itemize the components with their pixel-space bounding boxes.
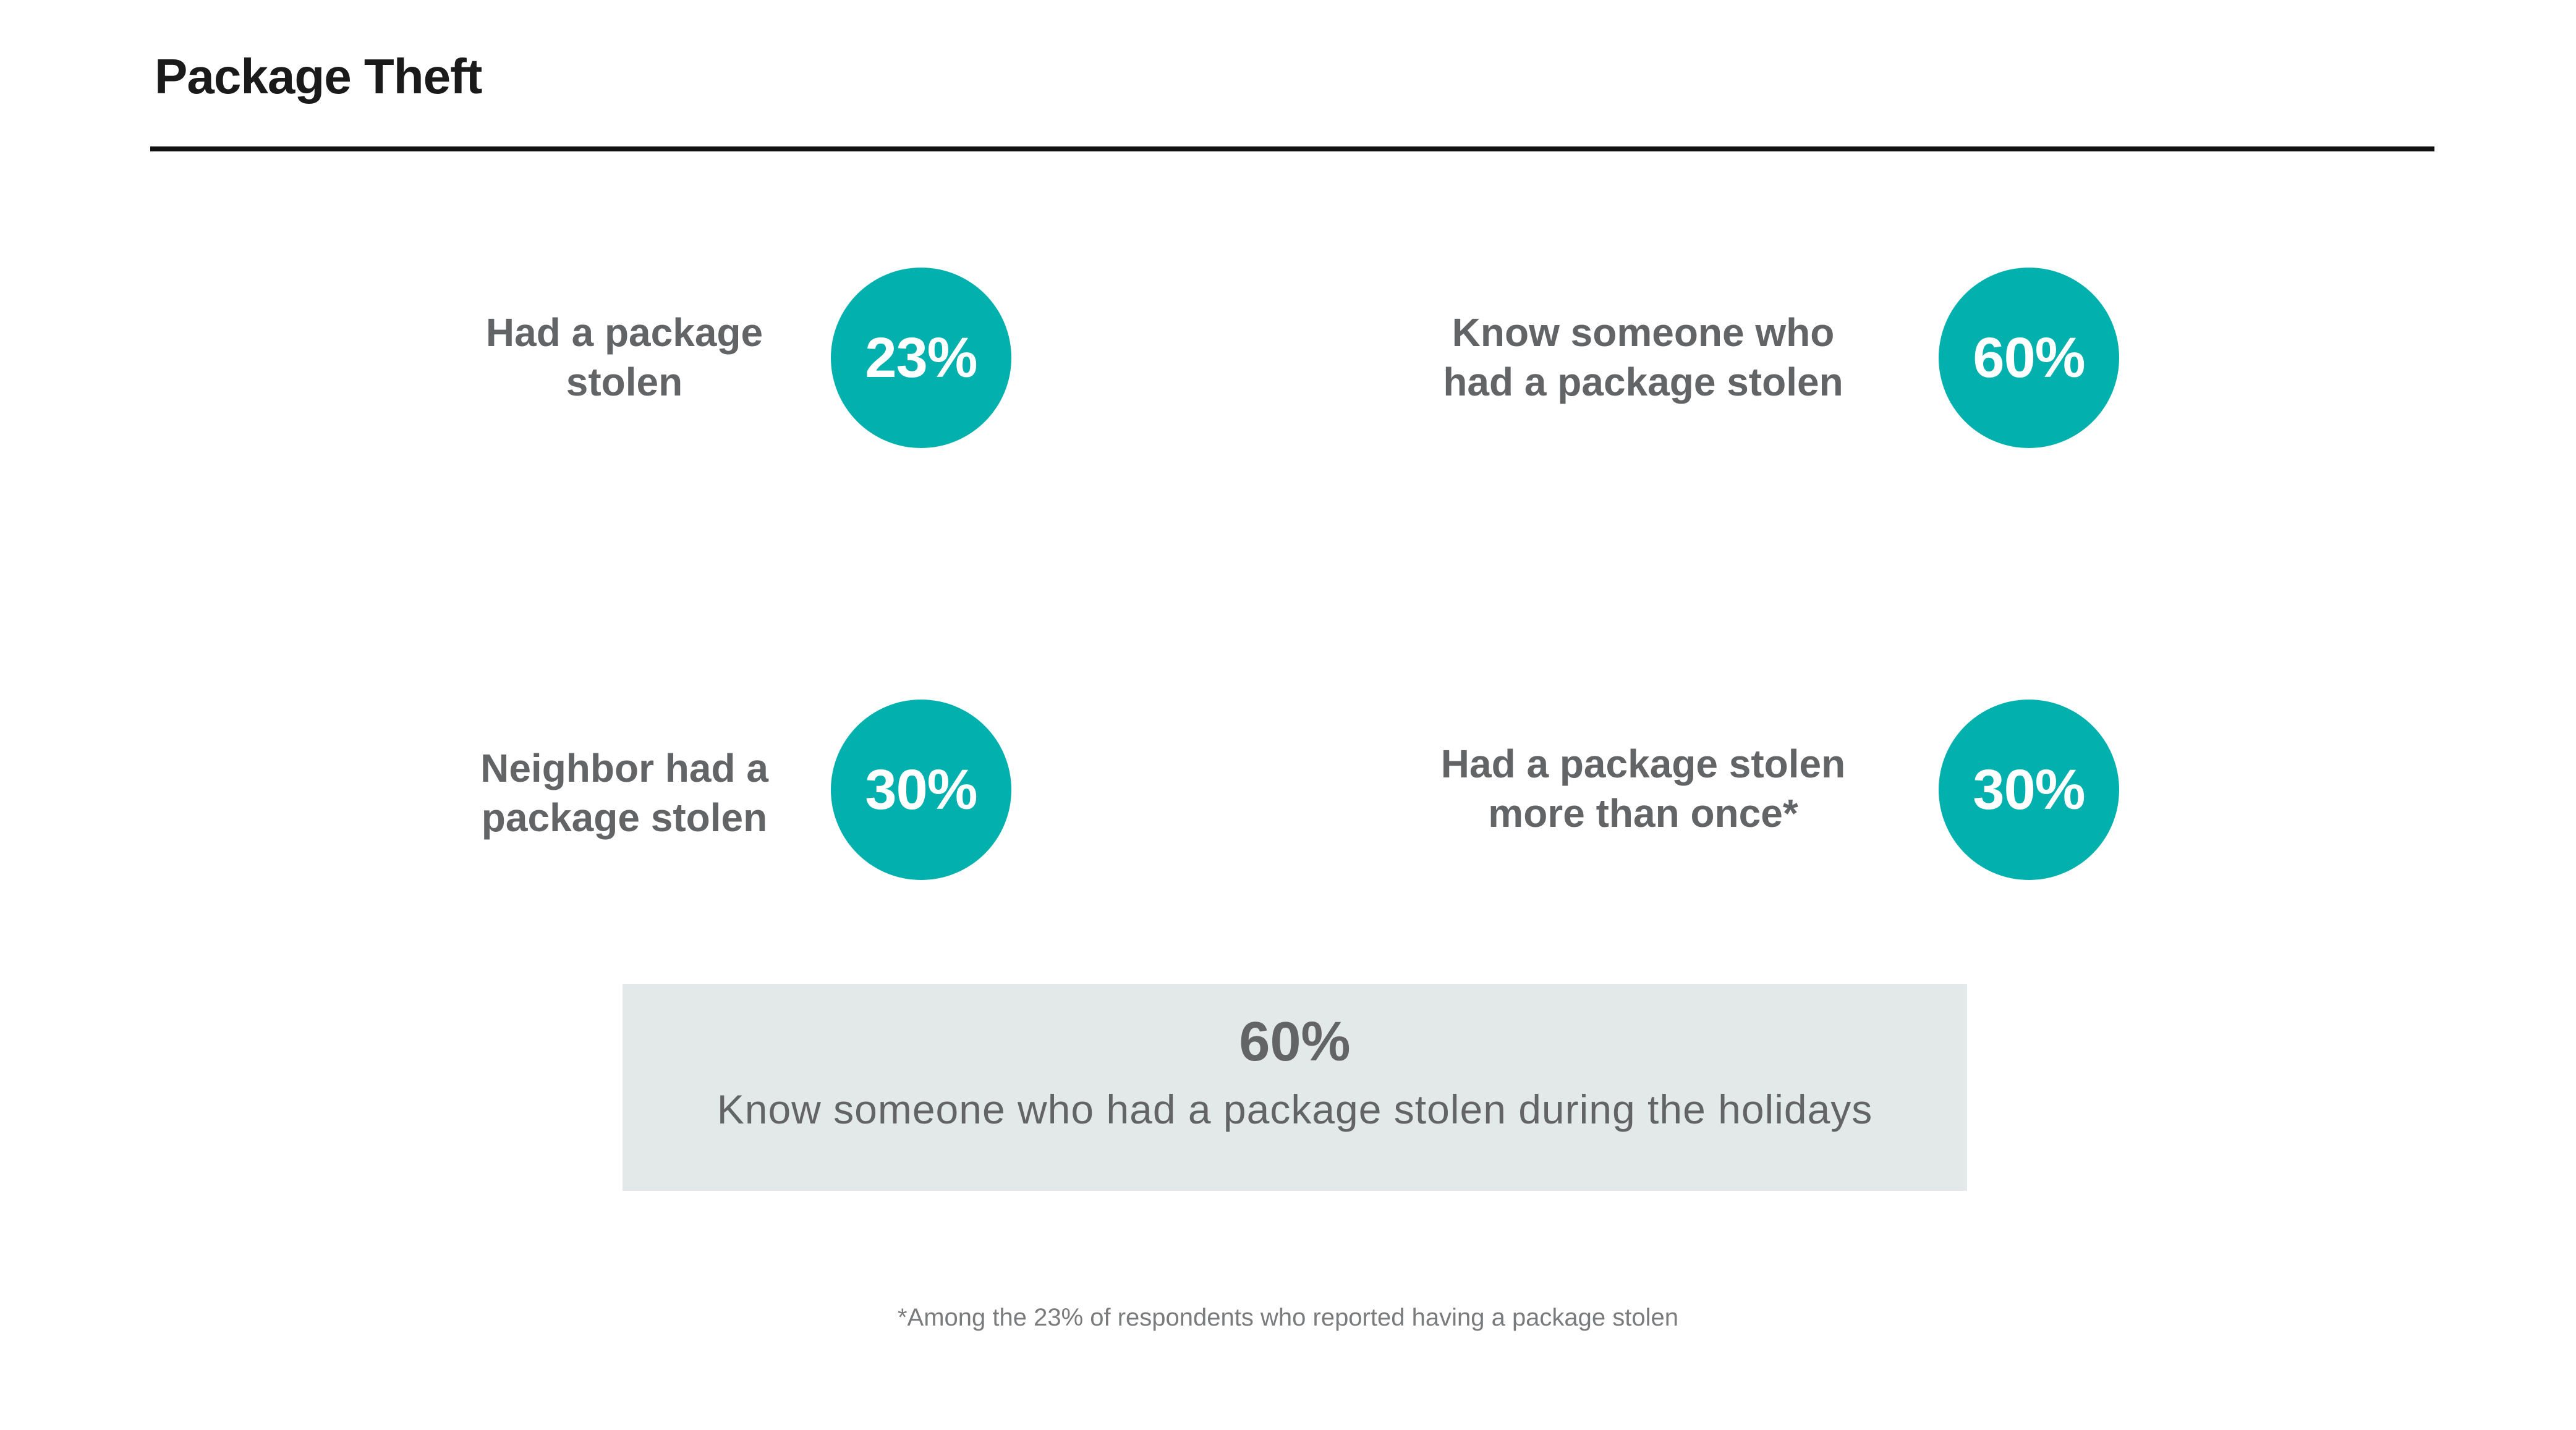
stat-value-circle: 60% <box>1939 268 2119 448</box>
footnote: *Among the 23% of respondents who report… <box>897 1304 1679 1331</box>
callout-value: 60% <box>1239 1011 1351 1073</box>
stat-value-circle: 30% <box>831 700 1011 880</box>
page-title: Package Theft <box>155 49 482 104</box>
stat-value-circle: 30% <box>1939 700 2119 880</box>
stat-value-circle: 23% <box>831 268 1011 448</box>
stat-label: Had a package stolen <box>485 310 763 404</box>
title-divider <box>150 146 2434 151</box>
stat-label: Know someone who had a package stolen <box>1443 310 1843 404</box>
holiday-callout-box: 60% Know someone who had a package stole… <box>623 984 1967 1191</box>
stat-label: Neighbor had a package stolen <box>480 746 768 840</box>
callout-text: Know someone who had a package stolen du… <box>716 1086 1873 1132</box>
stat-label: Had a package stolen more than once* <box>1440 742 1846 836</box>
